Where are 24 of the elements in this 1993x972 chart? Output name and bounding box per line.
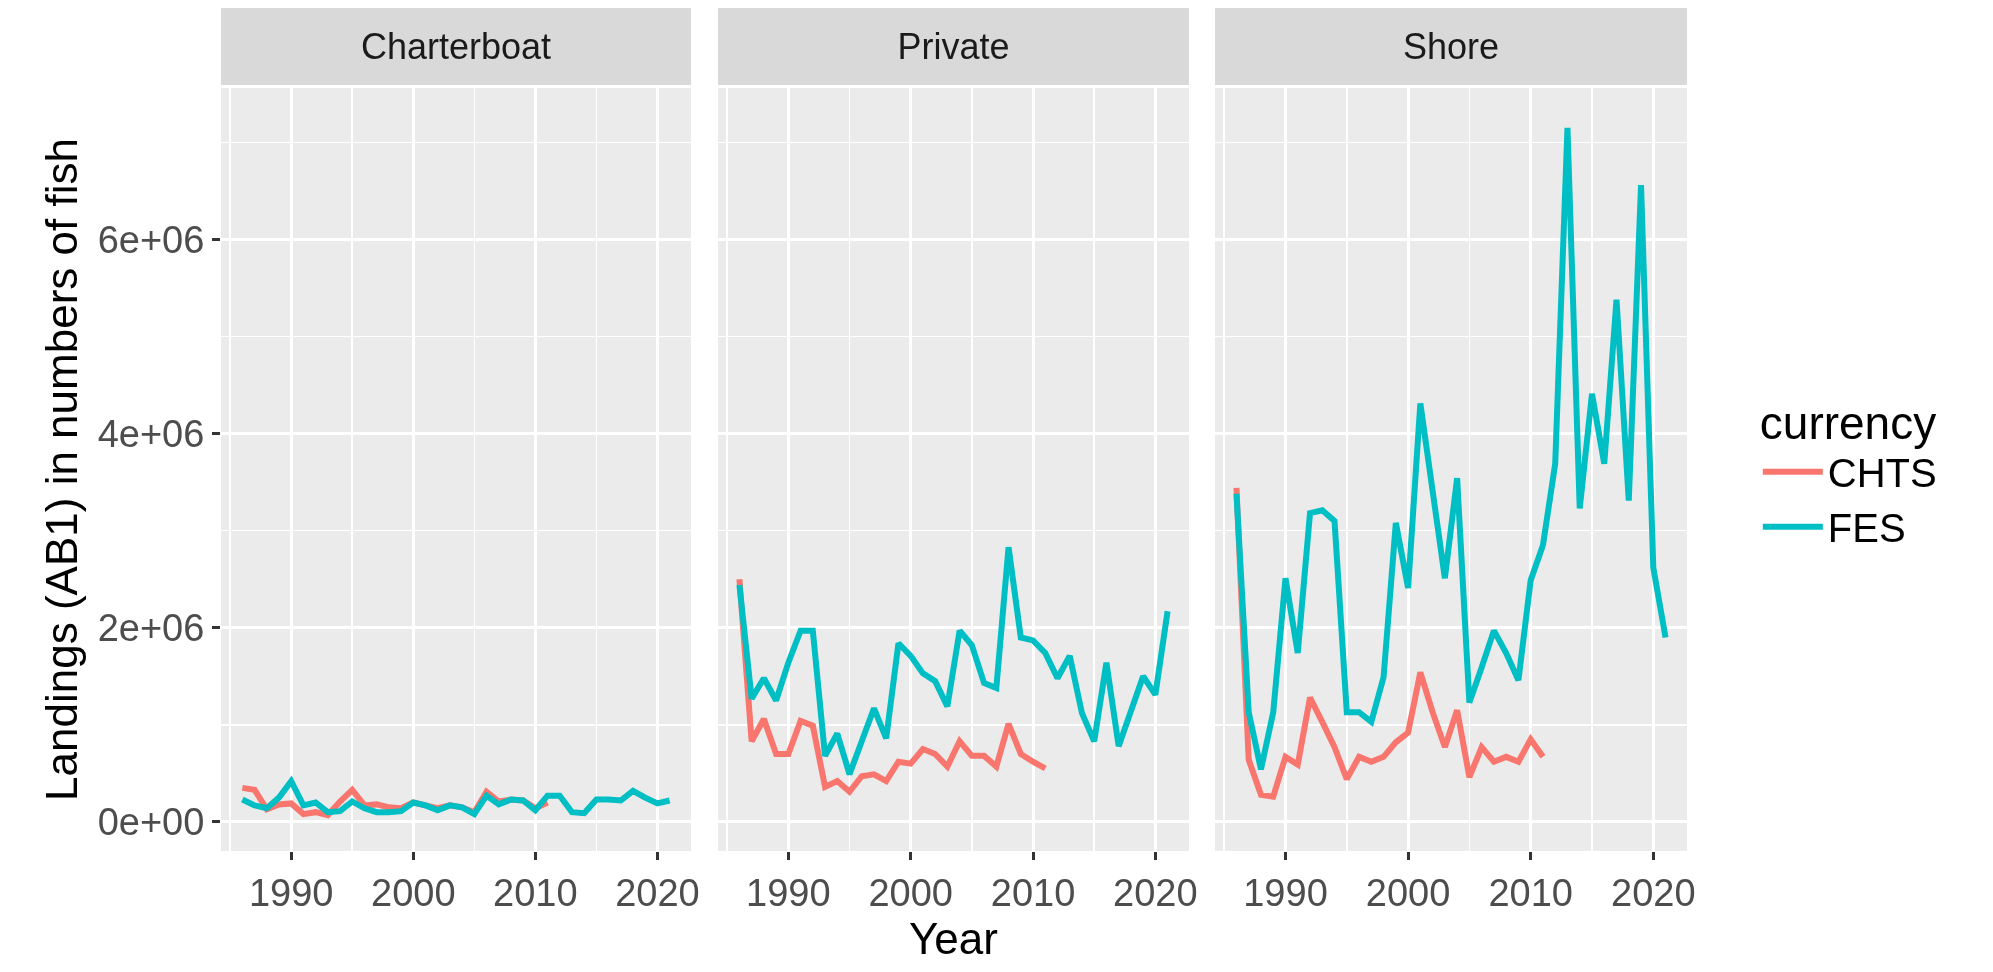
y-axis-title: Landings (AB1) in numbers of fish — [36, 138, 86, 801]
y-tick-label: 2e+06 — [97, 607, 205, 650]
legend-label: CHTS — [1827, 451, 1937, 496]
x-tick-label: 2010 — [493, 871, 578, 914]
x-tick-label: 1990 — [1243, 871, 1328, 914]
x-tick-label: 2020 — [1113, 871, 1198, 914]
chart-title: Charterboat — [360, 25, 552, 67]
chart-title: Shore — [1402, 25, 1500, 67]
x-tick-label: 2020 — [1611, 871, 1696, 914]
legend-label: FES — [1827, 506, 1906, 551]
x-tick-label: 2020 — [615, 871, 700, 914]
x-tick-label: 2010 — [1488, 871, 1573, 914]
x-tick-label: 2000 — [868, 871, 953, 914]
y-tick-label: 0e+00 — [97, 801, 205, 844]
y-tick-label: 6e+06 — [97, 218, 205, 261]
x-tick-label: 2000 — [1365, 871, 1451, 914]
y-tick-label: 4e+06 — [97, 412, 205, 455]
x-tick-label: 1990 — [248, 871, 334, 914]
x-tick-label: 2000 — [371, 871, 456, 914]
x-tick-label: 1990 — [746, 871, 831, 914]
legend-title: currency — [1759, 397, 1937, 450]
chart-title: Private — [897, 25, 1010, 67]
x-tick-label: 2010 — [990, 871, 1076, 914]
x-axis-title: Year — [909, 913, 998, 963]
